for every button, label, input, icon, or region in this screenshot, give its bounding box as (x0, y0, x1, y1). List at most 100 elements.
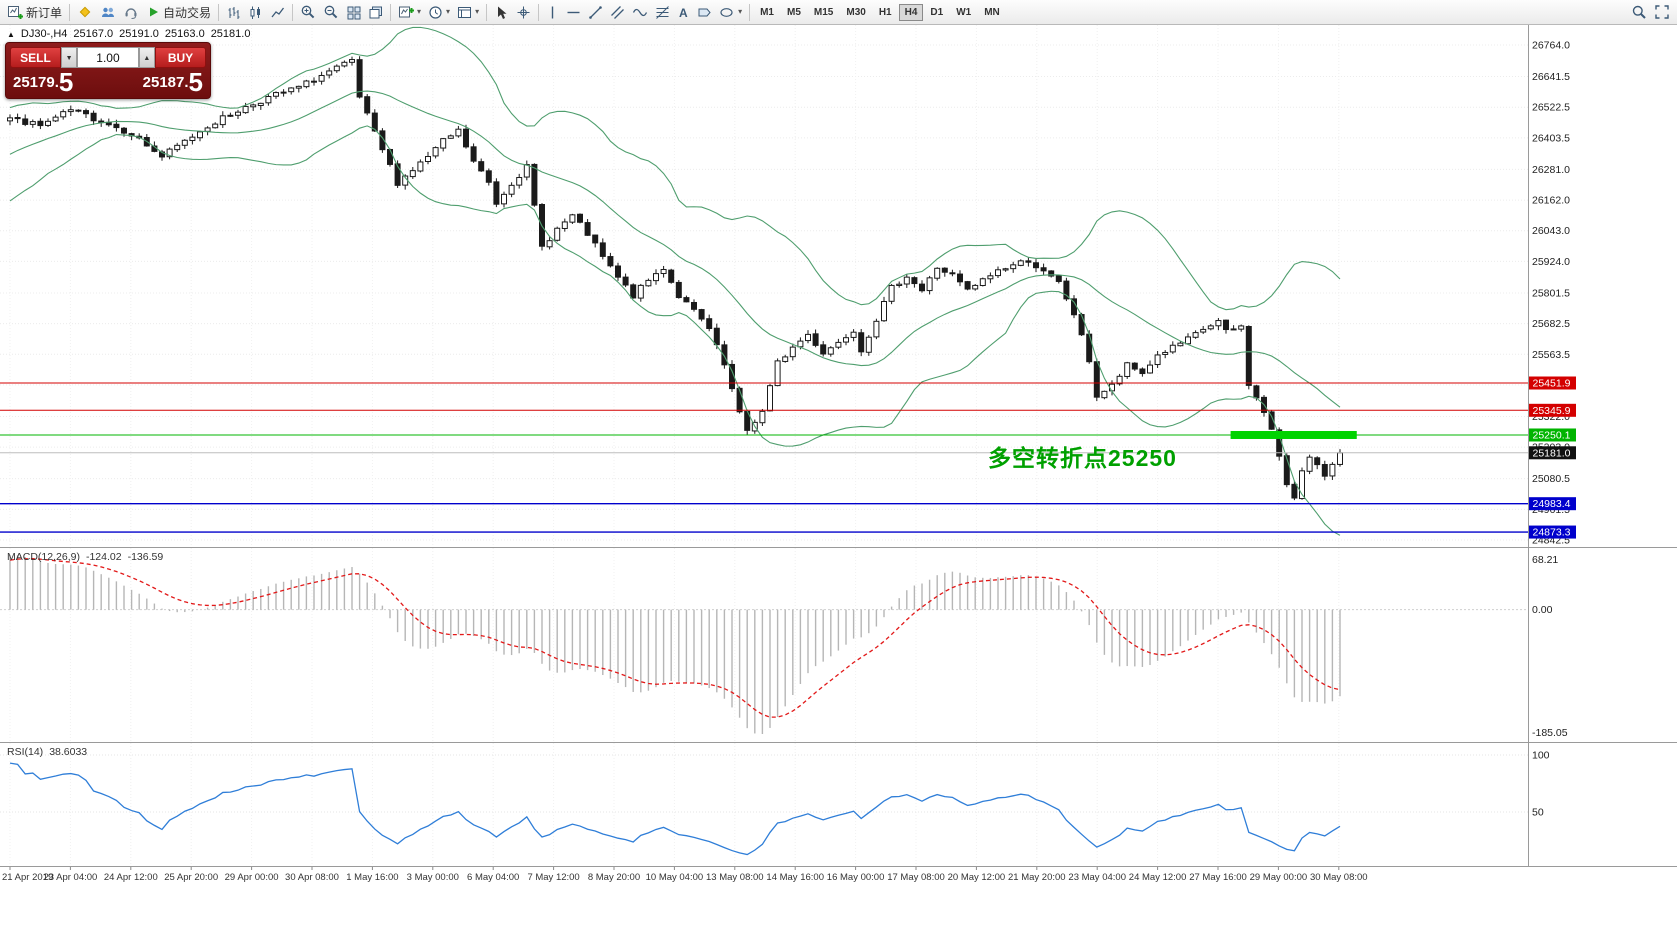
tf-m15[interactable]: M15 (813, 6, 834, 18)
time-axis-label: 21 May 20:00 (1008, 872, 1066, 883)
candlestick-chart-button[interactable] (245, 3, 266, 22)
text-tool[interactable]: A (674, 3, 693, 22)
dropdown-caret: ▾ (417, 7, 422, 16)
volume-up-button[interactable]: ▲ (138, 47, 156, 68)
horizontal-line-tool[interactable] (563, 3, 584, 22)
search-icon (1632, 5, 1646, 19)
volume-input[interactable]: 1.00 (77, 47, 139, 68)
time-axis-label: 6 May 04:00 (467, 872, 519, 883)
svg-text:25345.9: 25345.9 (1533, 405, 1571, 417)
shapes-icon (720, 7, 733, 17)
tf-h4[interactable]: H4 (898, 3, 924, 21)
pivot-highlight-bar (1230, 430, 1357, 439)
tf-mn[interactable]: MN (984, 6, 1000, 18)
candlestick-icon (250, 6, 261, 19)
separator (749, 3, 751, 21)
time-axis-label: 8 May 20:00 (588, 872, 640, 883)
level-lines (0, 382, 1528, 533)
rsi-name: RSI(14) (7, 746, 44, 758)
time-axis-label: 10 May 04:00 (646, 872, 704, 883)
clock-icon (429, 5, 442, 19)
line-chart-icon (271, 7, 285, 17)
price-axis-labels: 26764.0 26641.5 26522.5 26403.5 26281.0 26162… (1532, 39, 1570, 546)
ohlc-open: 25167.0 (73, 28, 114, 40)
community-button[interactable] (97, 2, 119, 22)
wave-tool[interactable] (629, 3, 651, 22)
crosshair-button[interactable] (513, 3, 534, 22)
svg-text:26522.5: 26522.5 (1532, 102, 1570, 114)
tf-w1[interactable]: W1 (956, 6, 972, 18)
trade-panel-collapse-icon[interactable]: ▲ (7, 29, 15, 39)
buy-button[interactable]: BUY (155, 47, 206, 68)
support-button[interactable] (120, 2, 142, 22)
macd-name: MACD(12,26,9) (7, 551, 80, 563)
main-chart-canvas[interactable]: 26764.0 26641.5 26522.5 26403.5 26281.0 26162… (0, 25, 1677, 547)
text-icon: A (679, 6, 688, 20)
time-axis-label: 29 May 00:00 (1250, 872, 1308, 883)
time-axis-label: 1 May 16:00 (346, 872, 398, 883)
time-axis-label: 14 May 16:00 (766, 872, 824, 883)
zoom-out-button[interactable] (320, 2, 342, 22)
cascade-windows-button[interactable] (365, 3, 386, 22)
svg-text:26281.0: 26281.0 (1532, 164, 1570, 176)
vertical-line-tool[interactable] (543, 3, 562, 22)
bar-chart-button[interactable] (223, 3, 244, 22)
fibonacci-tool[interactable] (652, 3, 673, 22)
sell-button[interactable]: SELL (10, 47, 61, 68)
macd-pane-canvas[interactable]: 68.21 0.00 -185.05 (0, 547, 1677, 742)
time-axis-label: 24 Apr 12:00 (104, 872, 158, 883)
chart-window[interactable]: 26764.0 26641.5 26522.5 26403.5 26281.0 26162… (0, 25, 1677, 947)
tf-m1[interactable]: M1 (760, 6, 774, 18)
bollinger-bands (9, 26, 1341, 536)
rsi-value: 38.6033 (49, 746, 88, 758)
add-indicator-button[interactable]: ▾ (395, 2, 424, 22)
vertical-line-icon (551, 6, 554, 18)
tf-m30[interactable]: M30 (846, 6, 866, 18)
wave-icon (632, 8, 648, 16)
rsi-pane-canvas[interactable]: 100 50 (0, 742, 1677, 866)
period-button[interactable]: ▾ (425, 3, 453, 22)
channel-tool[interactable] (607, 3, 628, 22)
cursor-button[interactable] (491, 3, 512, 22)
autotrade-label: 自动交易 (163, 5, 212, 20)
tf-m5[interactable]: M5 (787, 6, 801, 18)
new-order-button[interactable]: 新订单 (4, 2, 65, 23)
sell-price-big: 5 (58, 67, 74, 97)
svg-text:50: 50 (1532, 807, 1544, 819)
svg-text:25924.0: 25924.0 (1532, 256, 1570, 268)
separator (69, 3, 71, 21)
svg-text:26043.0: 26043.0 (1532, 225, 1570, 237)
trendline-tool[interactable] (585, 3, 606, 22)
label-tool[interactable] (694, 3, 715, 22)
level-price-label (1529, 428, 1576, 442)
search-button[interactable] (1628, 2, 1650, 22)
time-axis-label: 21 Apr 2019 (2, 872, 53, 883)
tf-h1[interactable]: H1 (878, 6, 892, 18)
svg-text:25451.9: 25451.9 (1533, 378, 1571, 390)
rsi-line (9, 762, 1341, 856)
autotrade-button[interactable]: 自动交易 (143, 2, 214, 23)
time-axis-label: 23 Apr 04:00 (43, 872, 97, 883)
buy-price: 25187. 5 (143, 69, 203, 95)
shapes-tool[interactable]: ▾ (716, 3, 745, 22)
tile-windows-button[interactable] (343, 3, 364, 22)
ohlc-high: 25191.0 (119, 28, 159, 40)
rsi-label: RSI(14) 38.6033 (7, 746, 87, 758)
svg-text:A: A (679, 6, 688, 20)
svg-text:100: 100 (1532, 750, 1550, 762)
line-chart-button[interactable] (267, 3, 288, 22)
volume-down-button[interactable]: ▼ (60, 47, 78, 68)
zoom-in-button[interactable] (297, 2, 319, 22)
tf-d1[interactable]: D1 (930, 6, 944, 18)
svg-text:25080.5: 25080.5 (1532, 473, 1570, 485)
market-button[interactable] (74, 2, 96, 22)
separator (292, 3, 294, 21)
svg-text:25563.5: 25563.5 (1532, 349, 1570, 361)
level-price-label (1529, 403, 1576, 417)
symbol-info: ▲ DJ30-,H4 25167.0 25191.0 25163.0 25181… (7, 28, 250, 40)
fullscreen-button[interactable] (1651, 2, 1673, 22)
people-icon (102, 7, 115, 17)
time-axis-label: 20 May 12:00 (948, 872, 1006, 883)
template-button[interactable]: ▾ (454, 3, 482, 22)
